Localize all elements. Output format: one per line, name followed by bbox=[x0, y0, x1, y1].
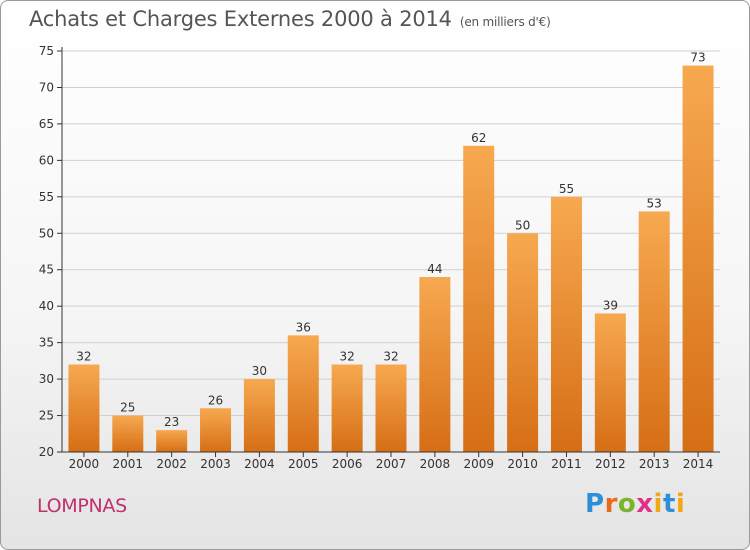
x-tick-label: 2004 bbox=[244, 457, 275, 471]
x-tick-label: 2010 bbox=[507, 457, 538, 471]
bar-data-label: 44 bbox=[427, 262, 442, 276]
y-tick-label: 70 bbox=[39, 80, 54, 94]
bar-data-label: 53 bbox=[647, 196, 662, 210]
x-tick-label: 2012 bbox=[595, 457, 626, 471]
y-tick-label: 20 bbox=[39, 445, 54, 459]
bar bbox=[682, 65, 714, 452]
logo-letter-o: o bbox=[617, 489, 637, 519]
bar bbox=[375, 364, 407, 452]
bar-data-label: 39 bbox=[603, 298, 618, 312]
bar-data-label: 36 bbox=[296, 320, 311, 334]
town-name: LOMPNAS bbox=[37, 495, 127, 517]
bar-data-label: 32 bbox=[339, 350, 354, 364]
x-tick-label: 2007 bbox=[376, 457, 407, 471]
x-tick-label: 2000 bbox=[69, 457, 100, 471]
logo-letter-r: r bbox=[604, 489, 618, 519]
bar-data-label: 30 bbox=[252, 364, 267, 378]
bars: 32 25 23 26 30 36 32 32 44 62 50 55 39 53 73 bbox=[68, 51, 714, 453]
bar bbox=[507, 233, 539, 452]
y-tick-label: 25 bbox=[39, 409, 54, 423]
bar bbox=[419, 277, 451, 452]
x-tick-label: 2009 bbox=[463, 457, 494, 471]
x-tick-label: 2008 bbox=[420, 457, 451, 471]
bar bbox=[594, 313, 626, 452]
bar-data-label: 50 bbox=[515, 218, 530, 232]
y-tick-label: 40 bbox=[39, 299, 54, 313]
chart-subtitle: (en milliers d'€) bbox=[459, 15, 551, 29]
x-tick-label: 2003 bbox=[200, 457, 231, 471]
proxiti-logo: Proxiti bbox=[585, 489, 685, 519]
logo-letter-x: x bbox=[636, 489, 654, 519]
logo-letter-p: P bbox=[585, 489, 605, 519]
axes: 20 25 30 35 40 45 50 55 60 65 70 75 2000 2001 2002 2003… bbox=[39, 44, 720, 471]
bar-data-label: 26 bbox=[208, 393, 223, 407]
bar bbox=[287, 335, 319, 452]
bar bbox=[112, 415, 144, 452]
x-tick-label: 2001 bbox=[113, 457, 144, 471]
bar-chart: 32 25 23 26 30 36 32 32 44 62 50 55 39 53 73 20 25 30 35 4… bbox=[39, 44, 720, 471]
bar bbox=[550, 196, 582, 452]
y-tick-label: 35 bbox=[39, 336, 54, 350]
x-tick-label: 2014 bbox=[683, 457, 714, 471]
y-tick-label: 60 bbox=[39, 153, 54, 167]
logo-letter-i: i bbox=[653, 489, 663, 519]
bar-data-label: 25 bbox=[120, 401, 135, 415]
logo-letter-i2: i bbox=[675, 489, 686, 519]
bar-data-label: 23 bbox=[164, 415, 179, 429]
y-tick-label: 55 bbox=[39, 190, 54, 204]
x-tick-label: 2013 bbox=[639, 457, 670, 471]
logo-letter-t: t bbox=[662, 489, 676, 519]
bar-data-label: 55 bbox=[559, 182, 574, 196]
bar bbox=[68, 364, 100, 452]
bar bbox=[638, 211, 670, 452]
title-text: Achats et Charges Externes 2000 à 2014 bbox=[29, 7, 452, 31]
bar bbox=[331, 364, 363, 452]
chart-title: Achats et Charges Externes 2000 à 2014 (e… bbox=[29, 7, 551, 31]
bar-data-label: 32 bbox=[383, 350, 398, 364]
bar bbox=[463, 145, 495, 453]
x-tick-label: 2005 bbox=[288, 457, 319, 471]
y-tick-label: 45 bbox=[39, 263, 54, 277]
x-tick-label: 2011 bbox=[551, 457, 582, 471]
bar bbox=[243, 379, 275, 452]
bar-data-label: 32 bbox=[76, 350, 91, 364]
y-tick-label: 75 bbox=[39, 44, 54, 58]
bar-data-label: 62 bbox=[471, 131, 486, 145]
y-tick-label: 50 bbox=[39, 226, 54, 240]
y-tick-label: 65 bbox=[39, 117, 54, 131]
x-tick-label: 2006 bbox=[332, 457, 363, 471]
y-tick-label: 30 bbox=[39, 372, 54, 386]
bar-data-label: 73 bbox=[690, 51, 705, 65]
bar bbox=[156, 430, 188, 452]
bar bbox=[200, 408, 232, 452]
x-tick-label: 2002 bbox=[156, 457, 187, 471]
